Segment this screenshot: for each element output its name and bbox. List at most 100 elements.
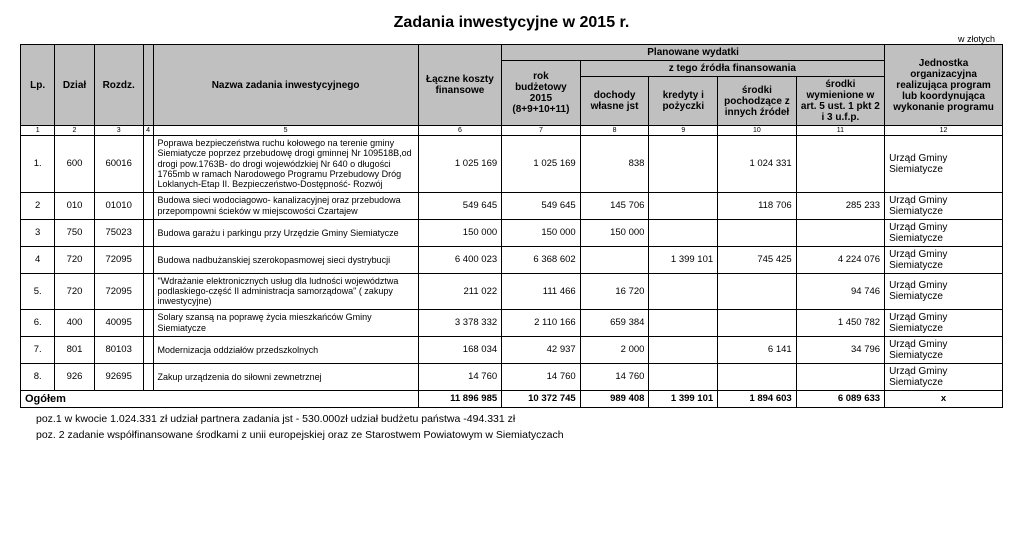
cell-nazwa: Budowa nadbużanskiej szerokopasmowej sie… (153, 246, 418, 273)
cell-rozdz: 80103 (94, 336, 143, 363)
cell-jednostka: Urząd Gminy Siemiatycze (885, 336, 1003, 363)
cell-ufp (796, 219, 884, 246)
cell-kredyty (649, 273, 718, 309)
cell-rozdz: 40095 (94, 309, 143, 336)
table-row: 5.72072095"Wdrażanie elektronicznych usł… (21, 273, 1003, 309)
cell-dochody: 16 720 (580, 273, 649, 309)
total-kredyty: 1 399 101 (649, 390, 718, 407)
cell-spacer (143, 219, 153, 246)
footnotes: poz.1 w kwocie 1.024.331 zł udział partn… (20, 408, 1003, 444)
cell-ufp (796, 136, 884, 193)
cell-lp: 6. (21, 309, 55, 336)
cell-dochody: 838 (580, 136, 649, 193)
cell-spacer (143, 246, 153, 273)
cell-lp: 1. (21, 136, 55, 193)
col-nazwa: Nazwa zadania inwestycyjnego (153, 45, 418, 126)
total-row: Ogółem11 896 98510 372 745989 4081 399 1… (21, 390, 1003, 407)
cell-inne (718, 309, 797, 336)
cell-dzial: 926 (55, 363, 94, 390)
table-row: 375075023 Budowa garażu i parkingu przy U… (21, 219, 1003, 246)
cell-rok: 549 645 (502, 192, 581, 219)
col-lp: Lp. (21, 45, 55, 126)
cell-nazwa: Poprawa bezpieczeństwa ruchu kołowego na… (153, 136, 418, 193)
cell-nazwa: Budowa garażu i parkingu przy Urzędzie G… (153, 219, 418, 246)
cell-inne: 1 024 331 (718, 136, 797, 193)
cell-kredyty (649, 219, 718, 246)
table-row: 201001010Budowa sieci wodociagowo- kanal… (21, 192, 1003, 219)
cell-rozdz: 92695 (94, 363, 143, 390)
total-jednostka: x (885, 390, 1003, 407)
cell-laczne: 549 645 (418, 192, 501, 219)
cell-lp: 4 (21, 246, 55, 273)
col-rozdz: Rozdz. (94, 45, 143, 126)
cell-jednostka: Urząd Gminy Siemiatycze (885, 136, 1003, 193)
cell-rok: 6 368 602 (502, 246, 581, 273)
total-laczne: 11 896 985 (418, 390, 501, 407)
col-group-zrodla: z tego źródła finansowania (580, 61, 884, 77)
total-inne: 1 894 603 (718, 390, 797, 407)
cell-kredyty (649, 192, 718, 219)
cell-nazwa: "Wdrażanie elektronicznych usług dla lud… (153, 273, 418, 309)
cell-rok: 1 025 169 (502, 136, 581, 193)
cell-laczne: 211 022 (418, 273, 501, 309)
cell-dzial: 010 (55, 192, 94, 219)
cell-dochody: 14 760 (580, 363, 649, 390)
total-dochody: 989 408 (580, 390, 649, 407)
cell-dochody: 145 706 (580, 192, 649, 219)
cell-nazwa: Zakup urządzenia do siłowni zewnetrznej (153, 363, 418, 390)
cell-lp: 3 (21, 219, 55, 246)
cell-kredyty (649, 363, 718, 390)
cell-laczne: 168 034 (418, 336, 501, 363)
col-dochody: dochody własne jst (580, 77, 649, 126)
cell-nazwa: Modernizacja oddziałów przedszkolnych (153, 336, 418, 363)
cell-jednostka: Urząd Gminy Siemiatycze (885, 309, 1003, 336)
cell-inne: 118 706 (718, 192, 797, 219)
cell-ufp: 285 233 (796, 192, 884, 219)
cell-laczne: 6 400 023 (418, 246, 501, 273)
cell-rok: 150 000 (502, 219, 581, 246)
cell-jednostka: Urząd Gminy Siemiatycze (885, 273, 1003, 309)
cell-inne: 6 141 (718, 336, 797, 363)
cell-kredyty (649, 309, 718, 336)
cell-ufp: 94 746 (796, 273, 884, 309)
cell-nazwa: Budowa sieci wodociagowo- kanalizacyjnej… (153, 192, 418, 219)
col-inne: środki pochodzące z innych źródeł (718, 77, 797, 126)
cell-rozdz: 72095 (94, 246, 143, 273)
cell-laczne: 150 000 (418, 219, 501, 246)
cell-inne: 745 425 (718, 246, 797, 273)
table-row: 8.92692695Zakup urządzenia do siłowni ze… (21, 363, 1003, 390)
table-row: 6.40040095Solary szansą na poprawę życia… (21, 309, 1003, 336)
cell-rozdz: 75023 (94, 219, 143, 246)
col-spacer (143, 45, 153, 126)
currency-note: w złotych (20, 34, 1003, 44)
cell-rozdz: 60016 (94, 136, 143, 193)
page-title: Zadania inwestycyjne w 2015 r. (20, 10, 1003, 34)
cell-lp: 7. (21, 336, 55, 363)
col-dzial: Dział (55, 45, 94, 126)
cell-dzial: 750 (55, 219, 94, 246)
cell-rok: 42 937 (502, 336, 581, 363)
cell-inne (718, 363, 797, 390)
col-ufp: środki wymienione w art. 5 ust. 1 pkt 2 … (796, 77, 884, 126)
cell-laczne: 3 378 332 (418, 309, 501, 336)
cell-dzial: 600 (55, 136, 94, 193)
cell-dzial: 801 (55, 336, 94, 363)
cell-ufp: 34 796 (796, 336, 884, 363)
cell-dochody: 659 384 (580, 309, 649, 336)
table-row: 1.60060016Poprawa bezpieczeństwa ruchu k… (21, 136, 1003, 193)
total-rok: 10 372 745 (502, 390, 581, 407)
cell-kredyty (649, 136, 718, 193)
footnote-2: poz. 2 zadanie współfinansowane środkami… (36, 428, 1003, 444)
cell-dochody (580, 246, 649, 273)
cell-inne (718, 273, 797, 309)
col-jednostka: Jednostka organizacyjna realizująca prog… (885, 45, 1003, 126)
cell-dzial: 720 (55, 273, 94, 309)
cell-ufp: 1 450 782 (796, 309, 884, 336)
cell-ufp: 4 224 076 (796, 246, 884, 273)
cell-spacer (143, 336, 153, 363)
cell-dzial: 720 (55, 246, 94, 273)
cell-spacer (143, 273, 153, 309)
cell-lp: 2 (21, 192, 55, 219)
cell-dochody: 2 000 (580, 336, 649, 363)
column-number-row: 1 2 3 4 5 6 7 8 9 10 11 12 (21, 126, 1003, 136)
